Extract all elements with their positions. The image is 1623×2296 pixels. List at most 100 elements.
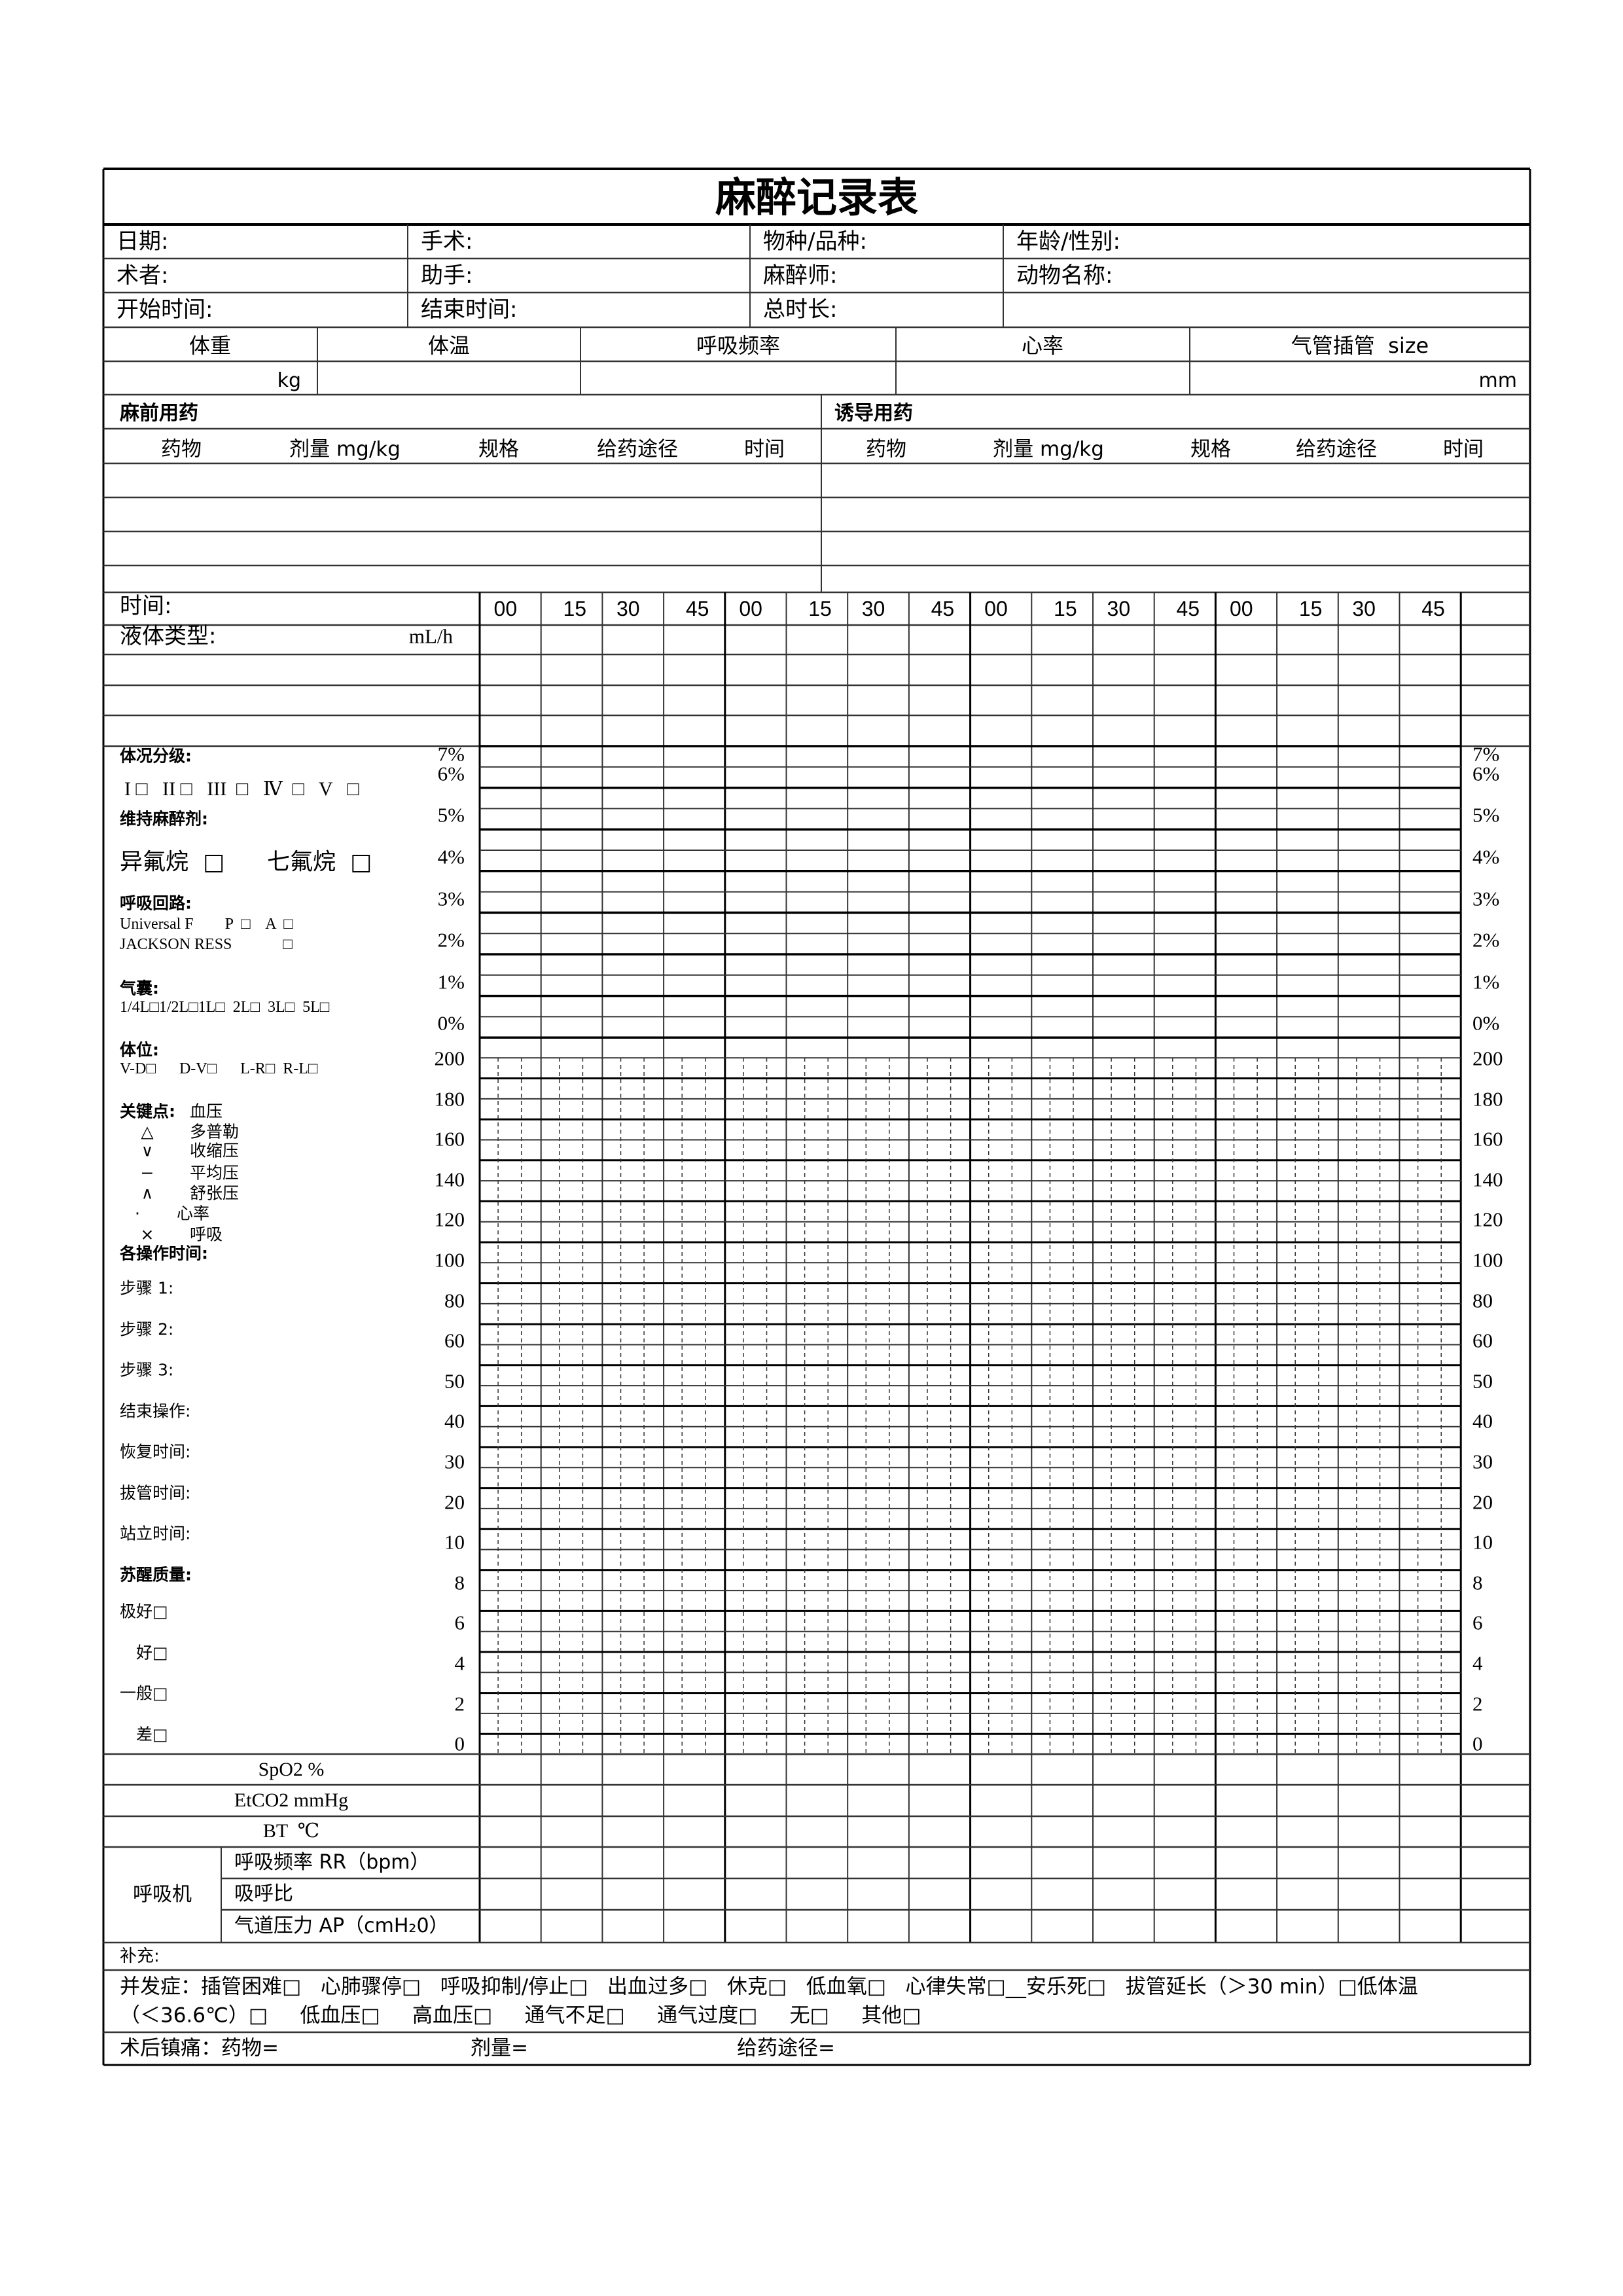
analgesia-dose-label: 剂量= [471,2036,528,2060]
bp-scale-label-right: 80 [1472,1289,1493,1312]
operation-time-label: 拔管时间: [120,1483,191,1502]
operation-time-label: 结束操作: [120,1401,191,1420]
percent-scale-label: 3% [437,887,465,910]
recovery-quality-option[interactable]: 极好□ [120,1602,168,1621]
analgesia-route-label: 给药途径= [737,2036,835,2060]
legend-label: 平均压 [190,1163,240,1183]
bp-scale-label-right: 50 [1472,1369,1493,1393]
time-tick: 00 [984,597,1008,620]
bt-label: BT ℃ [262,1820,320,1842]
bp-scale-label: 80 [444,1289,465,1312]
induction-title: 诱导用药 [834,402,913,425]
time-tick: 30 [861,597,885,620]
tube-size-unit: mm [1478,369,1517,392]
info-field-label: 动物名称: [1016,262,1113,289]
bp-scale-label: 6 [454,1611,465,1634]
bp-scale-label: 160 [434,1127,465,1151]
bag-options[interactable]: 1/4L□1/2L□1L□ 2L□ 3L□ 5L□ [120,999,330,1016]
circuit-universal[interactable]: Universal F P □ A □ [120,916,293,933]
bp-scale-label: 60 [444,1329,465,1352]
vitals-header: 体重 [188,333,232,358]
bp-scale-label-right: 8 [1472,1571,1483,1594]
legend-symbol-icon: ∨ [141,1141,154,1160]
time-tick: 45 [685,597,709,620]
info-field-label: 开始时间: [116,296,213,323]
bp-scale-label: 10 [444,1530,465,1554]
bp-scale-label-right: 140 [1472,1168,1503,1191]
bp-scale-label: 120 [434,1208,465,1231]
circuit-jackson[interactable]: JACKSON RESS □ [120,936,293,953]
time-tick: 45 [1421,597,1445,620]
percent-scale-label: 4% [437,845,465,869]
supplement-label: 补充: [120,1946,160,1966]
operation-time-label: 站立时间: [120,1524,191,1543]
ventilator-label: 呼吸机 [133,1883,192,1906]
legend-label: 心率 [177,1204,210,1223]
bp-scale-label-right: 4 [1472,1651,1483,1675]
ops-title: 各操作时间: [120,1244,208,1263]
bp-scale-label-right: 10 [1472,1530,1493,1554]
vitals-header: 体温 [427,333,471,358]
complications-line2[interactable]: （＜36.6℃）□ 低血压□ 高血压□ 通气不足□ 通气过度□ 无□ 其他□ [120,2003,921,2028]
premed-column-header: 规格 [478,437,519,461]
operation-time-label: 步骤 3: [120,1360,174,1380]
time-tick: 30 [1352,597,1376,620]
time-tick: 15 [1298,597,1323,620]
percent-scale-label-right: 5% [1472,803,1500,827]
operation-time-label: 步骤 2: [120,1319,174,1338]
asa-title: 体况分级: [120,746,192,766]
spo2-label: SpO2 % [258,1759,325,1780]
weight-unit: kg [277,369,301,392]
vent-ie-label: 吸呼比 [234,1882,293,1905]
bp-scale-label: 30 [444,1450,465,1473]
percent-scale-label: 1% [437,970,465,994]
percent-scale-label-right: 1% [1472,970,1500,994]
time-tick: 00 [493,597,518,620]
induction-column-header: 给药途径 [1296,437,1377,461]
recovery-quality-option[interactable]: 差□ [136,1725,168,1744]
vent-ap-label: 气道压力 AP（cmH₂0） [234,1914,449,1937]
legend-label: 舒张压 [190,1183,240,1203]
operation-time-label: 步骤 1: [120,1278,174,1298]
bag-title: 气囊: [120,978,159,998]
isoflurane-option[interactable]: 异氟烷 □ [120,849,225,876]
percent-scale-label-right: 4% [1472,845,1500,869]
time-tick: 00 [1229,597,1253,620]
legend-symbol-icon: × [140,1225,154,1244]
time-tick: 45 [1176,597,1200,620]
bp-scale-label: 50 [444,1369,465,1393]
premed-column-header: 给药途径 [597,437,678,461]
position-options[interactable]: V-D□ D-V□ L-R□ R-L□ [120,1060,318,1077]
premed-column-header: 剂量 mg/kg [289,437,401,461]
bp-scale-label: 200 [434,1047,465,1070]
legend-label: 收缩压 [190,1141,240,1160]
legend-symbol-icon: ∧ [141,1183,154,1203]
legend-label: 多普勒 [190,1122,240,1141]
recovery-quality-option[interactable]: 好□ [136,1643,168,1662]
form-title: 麻醉记录表 [715,173,919,221]
bp-scale-label: 40 [444,1409,465,1433]
vent-rr-label: 呼吸频率 RR（bpm） [234,1851,430,1874]
bp-scale-label-right: 20 [1472,1490,1493,1514]
asa-options[interactable]: I □ II □ III □ Ⅳ □ V □ [124,778,359,800]
percent-scale-label-right: 0% [1472,1011,1500,1035]
percent-scale-label: 2% [437,928,465,952]
info-field-label: 总时长: [763,296,838,323]
bp-scale-label: 140 [434,1168,465,1191]
time-tick: 15 [1054,597,1077,620]
bp-scale-label-right: 200 [1472,1047,1503,1070]
maintenance-title: 维持麻醉剂: [120,809,208,829]
recovery-quality-option[interactable]: 一般□ [120,1683,168,1703]
bp-scale-label: 8 [454,1571,465,1594]
bp-scale-label: 20 [444,1490,465,1514]
percent-scale-label-right: 7% [1472,742,1500,766]
bp-scale-label-right: 160 [1472,1127,1503,1151]
complications-line1[interactable]: 并发症：插管困难□ 心肺骤停□ 呼吸抑制/停止□ 出血过多□ 休克□ 低血氧□ … [120,1975,1418,1999]
info-field-label: 术者: [116,262,169,289]
sevoflurane-option[interactable]: 七氟烷 □ [267,849,372,876]
bp-scale-label-right: 30 [1472,1450,1493,1473]
time-tick: 30 [1107,597,1131,620]
circuit-title: 呼吸回路: [120,893,192,913]
induction-column-header: 规格 [1190,437,1231,461]
